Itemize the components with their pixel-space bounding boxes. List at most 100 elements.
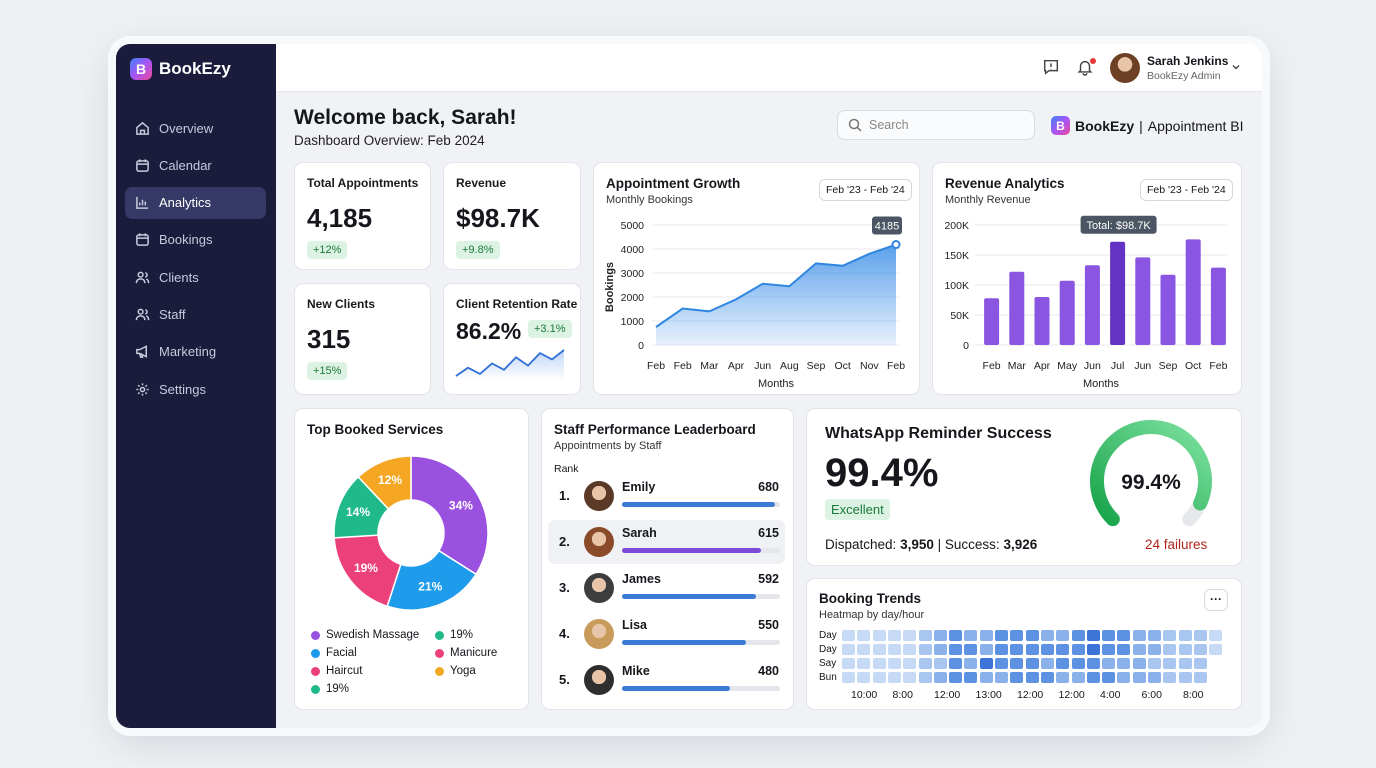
revenue-bar[interactable]: [1110, 241, 1126, 345]
kpi-new-clients[interactable]: New Clients 315 +15%: [294, 283, 431, 395]
heatmap-cell[interactable]: [964, 630, 978, 641]
sidebar-item-overview[interactable]: Overview: [125, 112, 266, 144]
heatmap-cell[interactable]: [1178, 630, 1192, 641]
sidebar-item-settings[interactable]: Settings: [125, 373, 266, 405]
search-box[interactable]: [837, 110, 1035, 140]
heatmap-cell[interactable]: [949, 630, 963, 641]
sidebar-item-bookings[interactable]: Bookings: [125, 224, 266, 256]
heatmap-cell[interactable]: [1056, 658, 1070, 669]
heatmap-cell[interactable]: [1193, 658, 1207, 669]
heatmap-cell[interactable]: [1025, 658, 1039, 669]
heatmap-cell[interactable]: [949, 672, 963, 683]
heatmap-cell[interactable]: [857, 644, 871, 655]
heatmap-cell[interactable]: [1040, 672, 1054, 683]
feedback-icon[interactable]: [1042, 58, 1062, 78]
heatmap-cell[interactable]: [995, 658, 1008, 669]
heatmap-cell[interactable]: [842, 644, 855, 655]
heatmap-cell[interactable]: [1102, 672, 1116, 683]
kpi-total-appointments[interactable]: Total Appointments 4,185 +12%: [294, 162, 431, 270]
heatmap-cell[interactable]: [949, 644, 963, 655]
heatmap-cell[interactable]: [964, 658, 978, 669]
heatmap-cell[interactable]: [1102, 630, 1116, 641]
heatmap-cell[interactable]: [1040, 644, 1054, 655]
heatmap-cell[interactable]: [933, 644, 947, 655]
heatmap-cell[interactable]: [995, 672, 1008, 683]
heatmap-cell[interactable]: [1193, 644, 1207, 655]
kpi-revenue[interactable]: Revenue $98.7K +9.8%: [443, 162, 581, 270]
heatmap-cell[interactable]: [1086, 658, 1100, 669]
heatmap-cell[interactable]: [1040, 630, 1054, 641]
date-range-button[interactable]: Feb '23 - Feb '24: [1140, 179, 1233, 201]
heatmap-cell[interactable]: [1102, 658, 1116, 669]
heatmap-cell[interactable]: [1178, 672, 1192, 683]
staff-row[interactable]: 2. Sarah 615: [548, 520, 785, 564]
heatmap-cell[interactable]: [872, 644, 886, 655]
heatmap-cell[interactable]: [903, 644, 917, 655]
heatmap-cell[interactable]: [1086, 644, 1100, 655]
kpi-retention-rate[interactable]: Client Retention Rate 86.2% +3.1%: [443, 283, 581, 395]
heatmap-cell[interactable]: [949, 658, 963, 669]
heatmap-cell[interactable]: [1010, 658, 1024, 669]
pie-slice[interactable]: [357, 455, 412, 511]
heatmap-cell[interactable]: [1163, 630, 1177, 641]
heatmap-cell[interactable]: [1086, 630, 1100, 641]
heatmap-cell[interactable]: [1102, 644, 1116, 655]
heatmap-cell[interactable]: [1071, 630, 1085, 641]
heatmap-cell[interactable]: [1178, 658, 1192, 669]
heatmap-cell[interactable]: [887, 630, 901, 641]
chevron-down-icon[interactable]: [1231, 62, 1241, 72]
heatmap-cell[interactable]: [933, 672, 947, 683]
staff-row[interactable]: 4. Lisa 550: [548, 612, 785, 656]
heatmap-cell[interactable]: [903, 672, 917, 683]
heatmap-cell[interactable]: [872, 672, 886, 683]
staff-row[interactable]: 5. Mike 480: [548, 658, 785, 702]
notification-bell-icon[interactable]: [1076, 58, 1096, 78]
heatmap-cell[interactable]: [995, 644, 1008, 655]
heatmap-cell[interactable]: [887, 644, 901, 655]
heatmap-cell[interactable]: [857, 658, 871, 669]
heatmap-cell[interactable]: [1178, 644, 1192, 655]
heatmap-cell[interactable]: [1117, 658, 1131, 669]
heatmap-cell[interactable]: [1025, 672, 1039, 683]
user-avatar[interactable]: [1110, 53, 1140, 83]
heatmap-cell[interactable]: [1193, 630, 1207, 641]
heatmap-cell[interactable]: [979, 658, 993, 669]
heatmap-cell[interactable]: [887, 672, 901, 683]
heatmap-cell[interactable]: [995, 630, 1008, 641]
pie-slice[interactable]: [410, 455, 489, 576]
sidebar-item-analytics[interactable]: Analytics: [125, 186, 266, 219]
heatmap-cell[interactable]: [1117, 672, 1131, 683]
date-range-button[interactable]: Feb '23 - Feb '24: [819, 179, 912, 201]
search-input[interactable]: [869, 118, 1019, 132]
sidebar-item-marketing[interactable]: Marketing: [125, 336, 266, 368]
heatmap-cell[interactable]: [933, 630, 947, 641]
heatmap-cell[interactable]: [1163, 672, 1177, 683]
heatmap-cell[interactable]: [1148, 658, 1161, 669]
heatmap-cell[interactable]: [1132, 658, 1146, 669]
revenue-bar[interactable]: [1059, 280, 1075, 345]
heatmap-cell[interactable]: [1071, 658, 1085, 669]
more-options-button[interactable]: ···: [1204, 589, 1228, 611]
staff-row[interactable]: 3. James 592: [548, 566, 785, 610]
heatmap-cell[interactable]: [1148, 672, 1161, 683]
heatmap-cell[interactable]: [1117, 630, 1131, 641]
revenue-bar[interactable]: [1084, 265, 1100, 345]
heatmap-cell[interactable]: [964, 672, 978, 683]
heatmap-cell[interactable]: [1025, 630, 1039, 641]
heatmap-cell[interactable]: [1132, 644, 1146, 655]
heatmap-cell[interactable]: [979, 672, 993, 683]
revenue-bar[interactable]: [1210, 267, 1226, 345]
heatmap-cell[interactable]: [857, 630, 871, 641]
revenue-bar[interactable]: [1135, 257, 1151, 345]
heatmap-cell[interactable]: [1163, 658, 1177, 669]
heatmap-cell[interactable]: [1056, 630, 1070, 641]
heatmap-cell[interactable]: [1056, 644, 1070, 655]
heatmap-cell[interactable]: [964, 644, 978, 655]
heatmap-cell[interactable]: [842, 658, 855, 669]
heatmap-cell[interactable]: [857, 672, 871, 683]
heatmap-cell[interactable]: [1148, 644, 1161, 655]
heatmap-cell[interactable]: [1025, 644, 1039, 655]
heatmap-cell[interactable]: [842, 672, 855, 683]
heatmap-cell[interactable]: [1071, 644, 1085, 655]
sidebar-item-clients[interactable]: Clients: [125, 261, 266, 293]
